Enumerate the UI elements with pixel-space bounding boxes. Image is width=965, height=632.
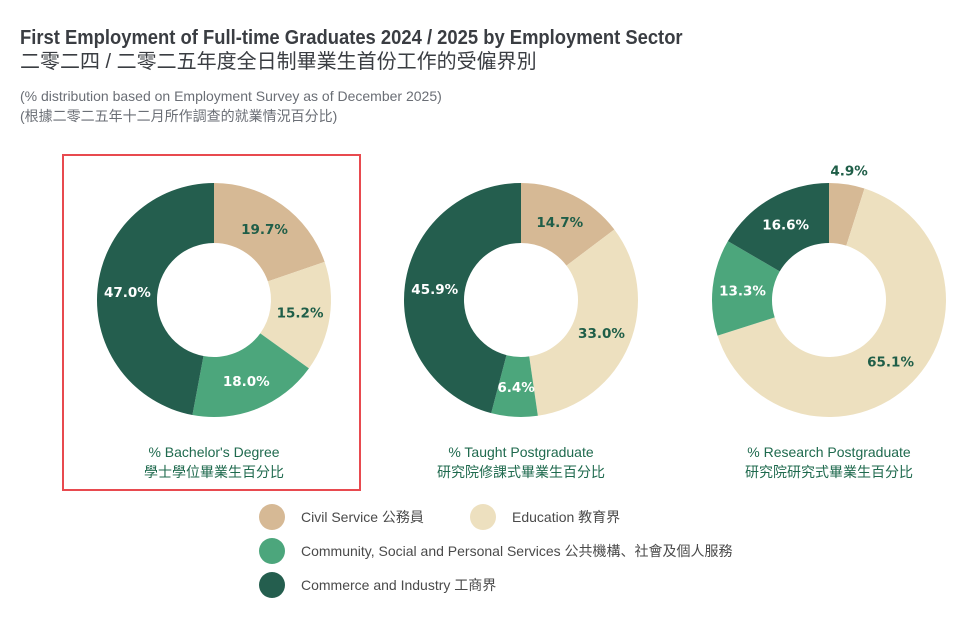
legend-item-community: Community, Social and Personal Services … bbox=[259, 538, 733, 564]
chart-title-zh: 二零二四 / 二零二五年度全日制畢業生首份工作的受僱界別 bbox=[20, 51, 537, 73]
donut-charts: 19.7% 15.2% 18.0% 47.0% 14.7% 33.0% 6.4% 45.9% 4… bbox=[96, 164, 947, 418]
data-label: 6.4% bbox=[497, 380, 535, 396]
data-label: 4.9% bbox=[830, 164, 868, 180]
note-zh: (根據二零二五年十二月所作調查的就業情況百分比) bbox=[20, 108, 338, 124]
legend-swatch bbox=[259, 538, 285, 564]
caption-en: % Bachelor's Degree bbox=[148, 444, 280, 460]
donut-slice bbox=[829, 183, 865, 246]
donut-slice bbox=[192, 333, 309, 417]
donut-slice bbox=[214, 183, 325, 282]
donut-slice bbox=[717, 188, 947, 418]
legend-item-commerce: Commerce and Industry 工商界 bbox=[259, 572, 496, 598]
data-label: 47.0% bbox=[104, 285, 151, 301]
donut-slice bbox=[491, 355, 538, 417]
legend-label: Commerce and Industry 工商界 bbox=[301, 577, 497, 593]
data-label: 14.7% bbox=[536, 215, 583, 231]
caption-en: % Taught Postgraduate bbox=[448, 444, 594, 460]
data-label: 33.0% bbox=[578, 326, 625, 342]
legend-swatch bbox=[470, 504, 496, 530]
donut-slice bbox=[404, 183, 521, 414]
donut-slice bbox=[727, 183, 829, 272]
data-label: 13.3% bbox=[719, 284, 766, 300]
legend-label: Civil Service 公務員 bbox=[301, 509, 424, 525]
donut-slice bbox=[529, 229, 638, 416]
data-label: 45.9% bbox=[411, 282, 458, 298]
note-en: (% distribution based on Employment Surv… bbox=[20, 88, 442, 104]
legend-swatch bbox=[259, 572, 285, 598]
caption-taught: % Taught Postgraduate 研究院修課式畢業生百分比 bbox=[391, 442, 651, 482]
highlight-box-bachelor bbox=[62, 154, 361, 491]
caption-zh: 研究院研究式畢業生百分比 bbox=[745, 464, 913, 480]
donut-slice bbox=[712, 241, 780, 336]
caption-zh: 研究院修課式畢業生百分比 bbox=[437, 464, 605, 480]
legend-label: Community, Social and Personal Services … bbox=[301, 543, 733, 559]
caption-bachelor: % Bachelor's Degree 學士學位畢業生百分比 bbox=[84, 442, 344, 482]
caption-research: % Research Postgraduate 研究院研究式畢業生百分比 bbox=[699, 442, 959, 482]
caption-en: % Research Postgraduate bbox=[747, 444, 911, 460]
data-label: 18.0% bbox=[223, 374, 270, 390]
data-label: 15.2% bbox=[277, 306, 324, 322]
legend-item-civil-service: Civil Service 公務員 bbox=[259, 504, 424, 530]
donut-slice bbox=[521, 183, 615, 266]
donut-slice bbox=[260, 261, 331, 369]
legend-item-education: Education 教育界 bbox=[470, 504, 620, 530]
data-label: 16.6% bbox=[762, 218, 809, 234]
data-label: 65.1% bbox=[867, 354, 914, 370]
donut-slice bbox=[96, 183, 214, 415]
data-label: 19.7% bbox=[241, 222, 288, 238]
legend-label: Education 教育界 bbox=[512, 509, 621, 525]
chart-title-en: First Employment of Full-time Graduates … bbox=[20, 27, 683, 49]
legend-swatch bbox=[259, 504, 285, 530]
caption-zh: 學士學位畢業生百分比 bbox=[144, 464, 284, 480]
